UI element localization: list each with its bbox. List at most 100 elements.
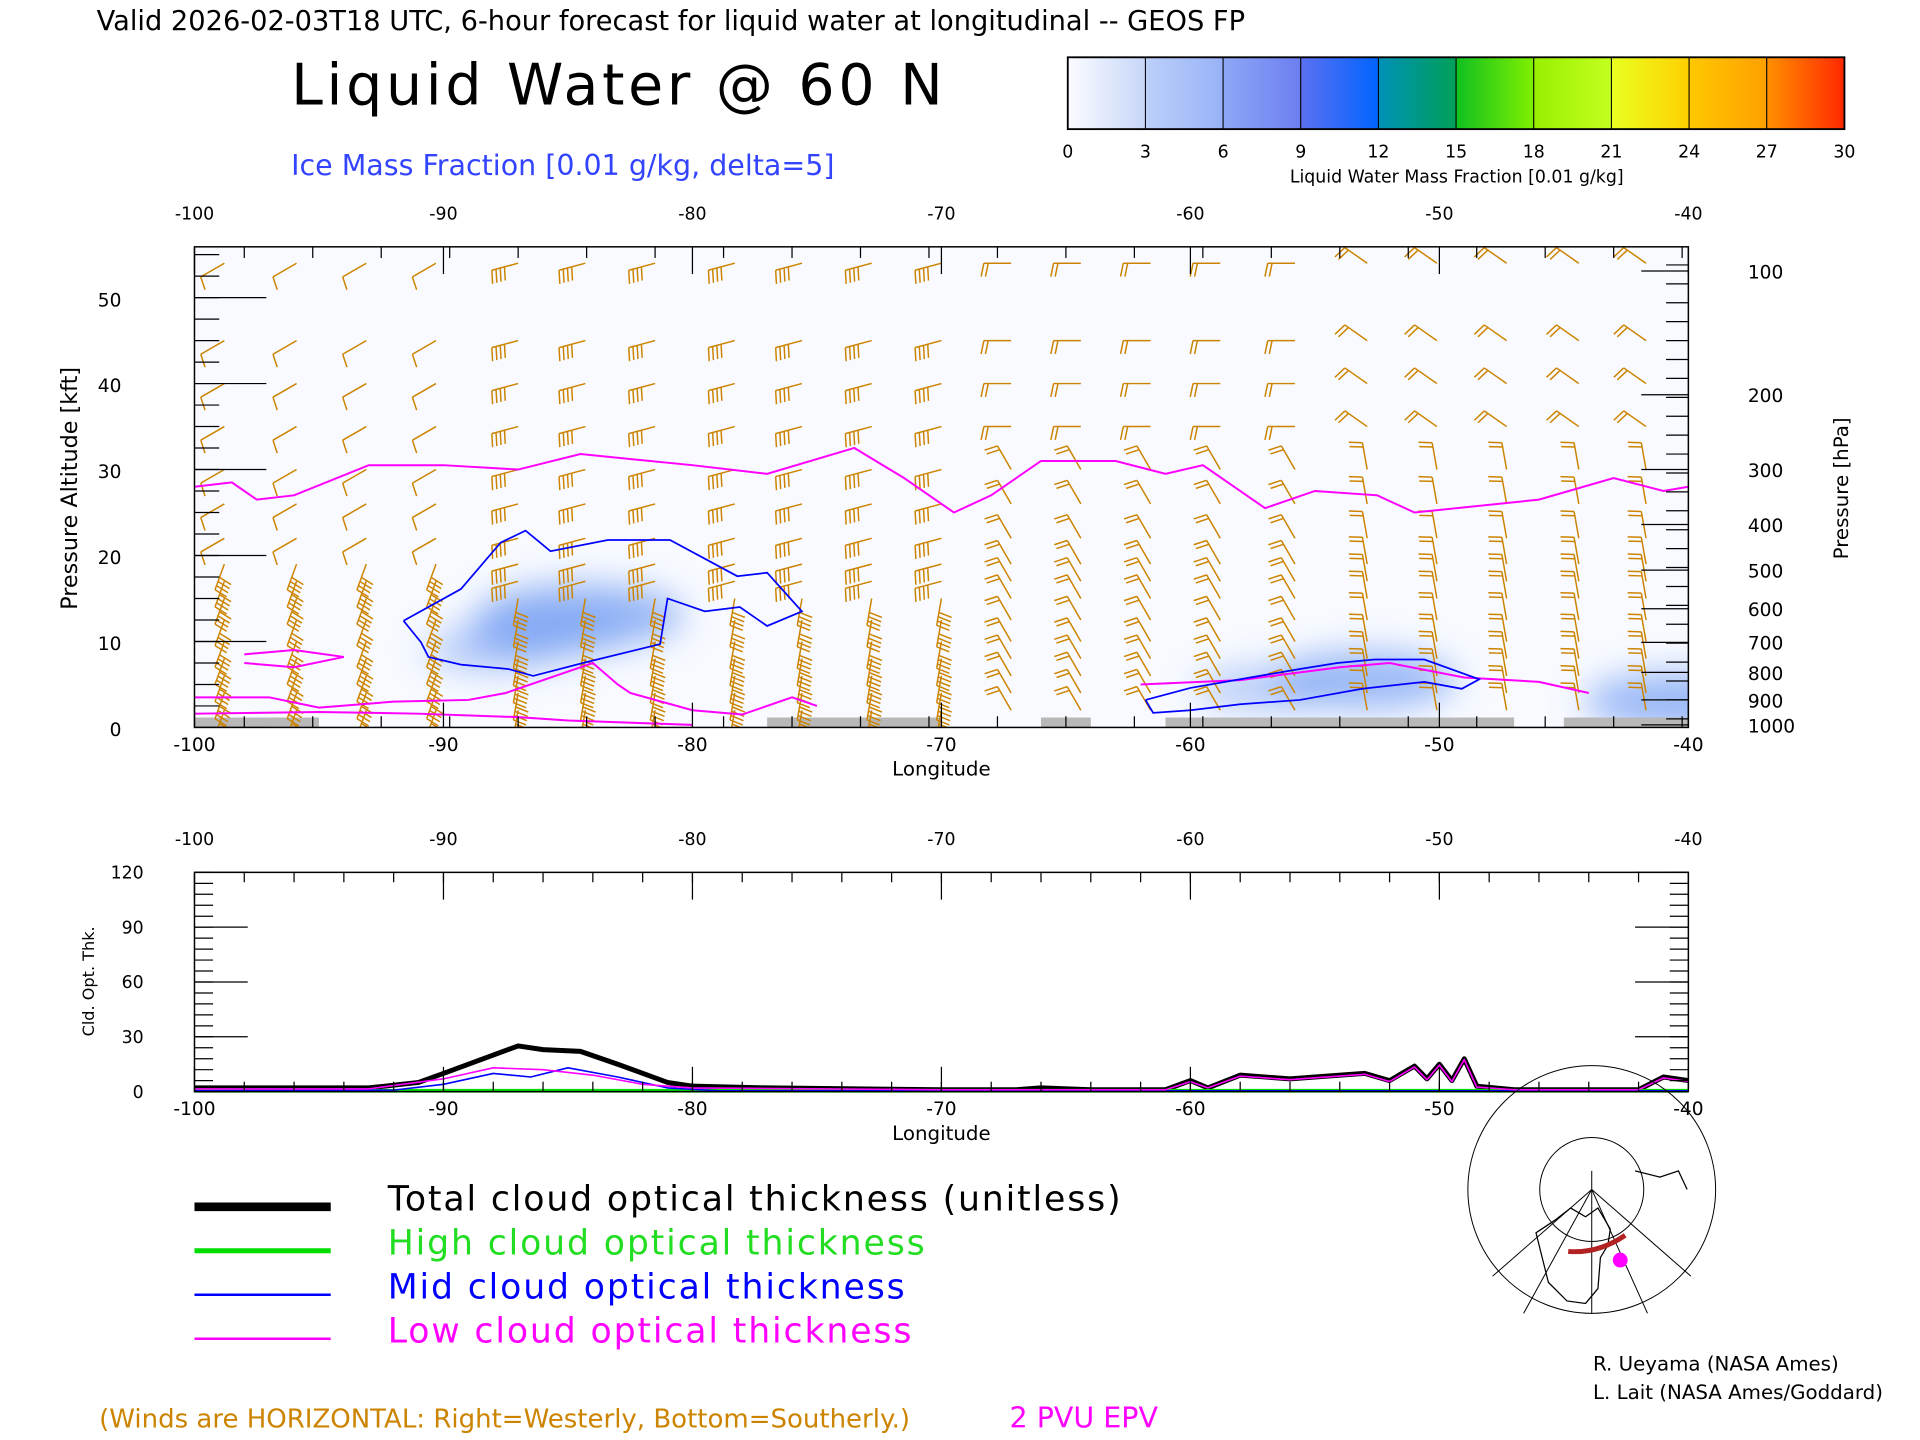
wind-barb-staff xyxy=(558,503,586,512)
wind-barb xyxy=(866,619,883,653)
wind-barb-flag xyxy=(729,624,743,632)
wind-barb-staff xyxy=(1501,593,1508,621)
colorbar-segment xyxy=(1222,56,1302,130)
colorbar-segment xyxy=(1688,56,1768,130)
wind-barb xyxy=(491,468,519,491)
wind-barb-flag xyxy=(1473,324,1485,335)
wind-barb xyxy=(272,382,297,411)
wind-barb-flag xyxy=(495,509,498,524)
y-axis-label: Cld. Opt. Thk. xyxy=(79,926,98,1036)
wind-barb-flag xyxy=(732,728,745,733)
wind-barb xyxy=(1418,613,1438,642)
wind-barb xyxy=(1054,445,1082,470)
legend-label: High cloud optical thickness xyxy=(388,1224,927,1264)
wind-barb xyxy=(914,339,942,362)
wind-barb xyxy=(1488,591,1508,621)
wind-barb-flag xyxy=(1124,426,1129,441)
wind-barb-flag xyxy=(640,567,643,582)
wind-barb xyxy=(984,634,1012,660)
wind-barb-flag xyxy=(918,432,921,447)
wind-barb-flag xyxy=(499,508,502,523)
wind-barb-flag xyxy=(582,671,596,679)
wind-barb-flag xyxy=(356,718,369,727)
wind-barb-flag xyxy=(217,658,230,667)
wind-barb-flag xyxy=(1195,543,1210,550)
wind-barb-flag xyxy=(938,633,952,640)
wind-barb-flag xyxy=(628,433,631,448)
wind-barb-flag xyxy=(289,636,303,646)
wind-barb-flag xyxy=(868,733,881,738)
wind-barb-flag xyxy=(926,266,930,281)
y-tick-label: 0 xyxy=(110,720,122,741)
wind-barb-staff xyxy=(796,619,803,647)
wind-barb-flag xyxy=(289,598,303,607)
wind-barb-flag xyxy=(200,276,206,291)
colorbar-tick-label: 12 xyxy=(1367,143,1389,163)
wind-barb-flag xyxy=(628,270,631,284)
wind-barb-flag xyxy=(499,267,502,282)
wind-barb-flag xyxy=(1264,426,1269,441)
wind-barb-flag xyxy=(650,663,665,670)
wind-barb-flag xyxy=(1189,340,1194,355)
wind-barb-staff xyxy=(1066,574,1082,599)
wind-barb-flag xyxy=(566,431,569,445)
wind-barb-staff xyxy=(1066,686,1082,711)
wind-barb-staff xyxy=(1556,410,1580,428)
wind-barb-flag xyxy=(868,710,882,718)
wind-barb-flag xyxy=(1124,340,1129,355)
wind-barb xyxy=(844,537,872,560)
wind-barb-flag xyxy=(857,507,860,522)
wind-barb-flag xyxy=(513,663,528,670)
wind-barb-staff xyxy=(866,658,873,686)
wind-barb-flag xyxy=(711,269,715,283)
wind-barb-staff xyxy=(512,641,519,669)
x-tick-label-top: -40 xyxy=(1674,205,1702,225)
wind-barb-flag xyxy=(731,616,745,623)
wind-barb-flag xyxy=(562,432,565,447)
wind-barb-flag xyxy=(796,701,811,709)
pressure-tick-label: 800 xyxy=(1748,664,1783,685)
wind-barb-staff xyxy=(558,563,586,572)
wind-barb xyxy=(774,382,803,405)
wind-barb xyxy=(1123,595,1152,621)
wind-barb-flag xyxy=(426,666,439,675)
wind-barb xyxy=(200,339,225,368)
x-tick-label: -40 xyxy=(1673,735,1703,756)
wind-barb-flag xyxy=(651,659,665,666)
wind-barb-flag xyxy=(640,507,643,522)
wind-barb-flag xyxy=(1193,651,1207,658)
wind-barb xyxy=(1054,617,1082,642)
wind-barb-flag xyxy=(1270,560,1284,567)
wind-barb-flag xyxy=(799,654,813,662)
x-tick-label-top: -60 xyxy=(1176,205,1204,225)
wind-barb-flag xyxy=(411,276,418,291)
wind-barb-staff xyxy=(1136,557,1152,582)
x-tick-label-top: -70 xyxy=(927,205,955,225)
valid-time-line: Valid 2026-02-03T18 UTC, 6-hour forecast… xyxy=(97,6,1245,37)
wind-barb xyxy=(796,692,813,726)
wind-barb-flag xyxy=(411,396,418,411)
wind-barb-flag xyxy=(867,714,881,722)
wind-barb-staff xyxy=(272,503,297,519)
wind-barb-flag xyxy=(1125,449,1140,455)
wind-barb-staff xyxy=(935,641,943,669)
wind-barb-staff xyxy=(1431,631,1438,659)
wind-barb xyxy=(1560,613,1580,642)
wind-barb xyxy=(707,262,735,284)
wind-barb-flag xyxy=(779,544,782,558)
colorbar-segment xyxy=(1455,56,1535,130)
wind-barb-flag xyxy=(914,270,917,284)
wind-barb-flag xyxy=(986,689,1000,696)
wind-barb-flag xyxy=(711,587,715,601)
wind-barb-flag xyxy=(1546,410,1557,421)
wind-barb-flag xyxy=(716,586,719,600)
wind-barb xyxy=(579,675,596,709)
wind-barb xyxy=(1418,630,1438,659)
legend-label: Mid cloud optical thickness xyxy=(388,1267,907,1307)
winds-note: (Winds are HORIZONTAL: Right=Westerly, B… xyxy=(99,1404,910,1434)
colorbar-segment xyxy=(1610,56,1690,130)
wind-barb-staff xyxy=(1573,476,1580,505)
wind-barb xyxy=(1193,634,1221,660)
wind-barb-staff xyxy=(579,598,587,626)
wind-barb-flag xyxy=(720,344,723,358)
